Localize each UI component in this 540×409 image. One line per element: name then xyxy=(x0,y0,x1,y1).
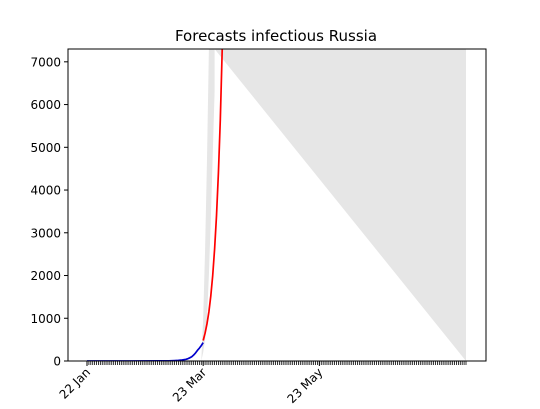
y-tick-label: 4000 xyxy=(30,184,61,198)
chart-title: Forecasts infectious Russia xyxy=(175,27,377,45)
plot-frame xyxy=(67,48,487,362)
y-tick-label: 1000 xyxy=(30,312,61,326)
y-tick-label: 6000 xyxy=(30,98,61,112)
y-tick-label: 2000 xyxy=(30,269,61,283)
forecast-band-layer xyxy=(201,49,466,361)
y-axis: 0 1000 2000 3000 4000 5000 6000 7000 xyxy=(30,55,68,369)
y-tick-label: 0 xyxy=(53,355,61,369)
series-line-forecast xyxy=(202,49,224,341)
y-tick-label: 5000 xyxy=(30,141,61,155)
y-tick-label: 3000 xyxy=(30,226,61,240)
forecast-uncertainty-band xyxy=(201,49,466,361)
y-tick-label: 7000 xyxy=(30,55,61,69)
